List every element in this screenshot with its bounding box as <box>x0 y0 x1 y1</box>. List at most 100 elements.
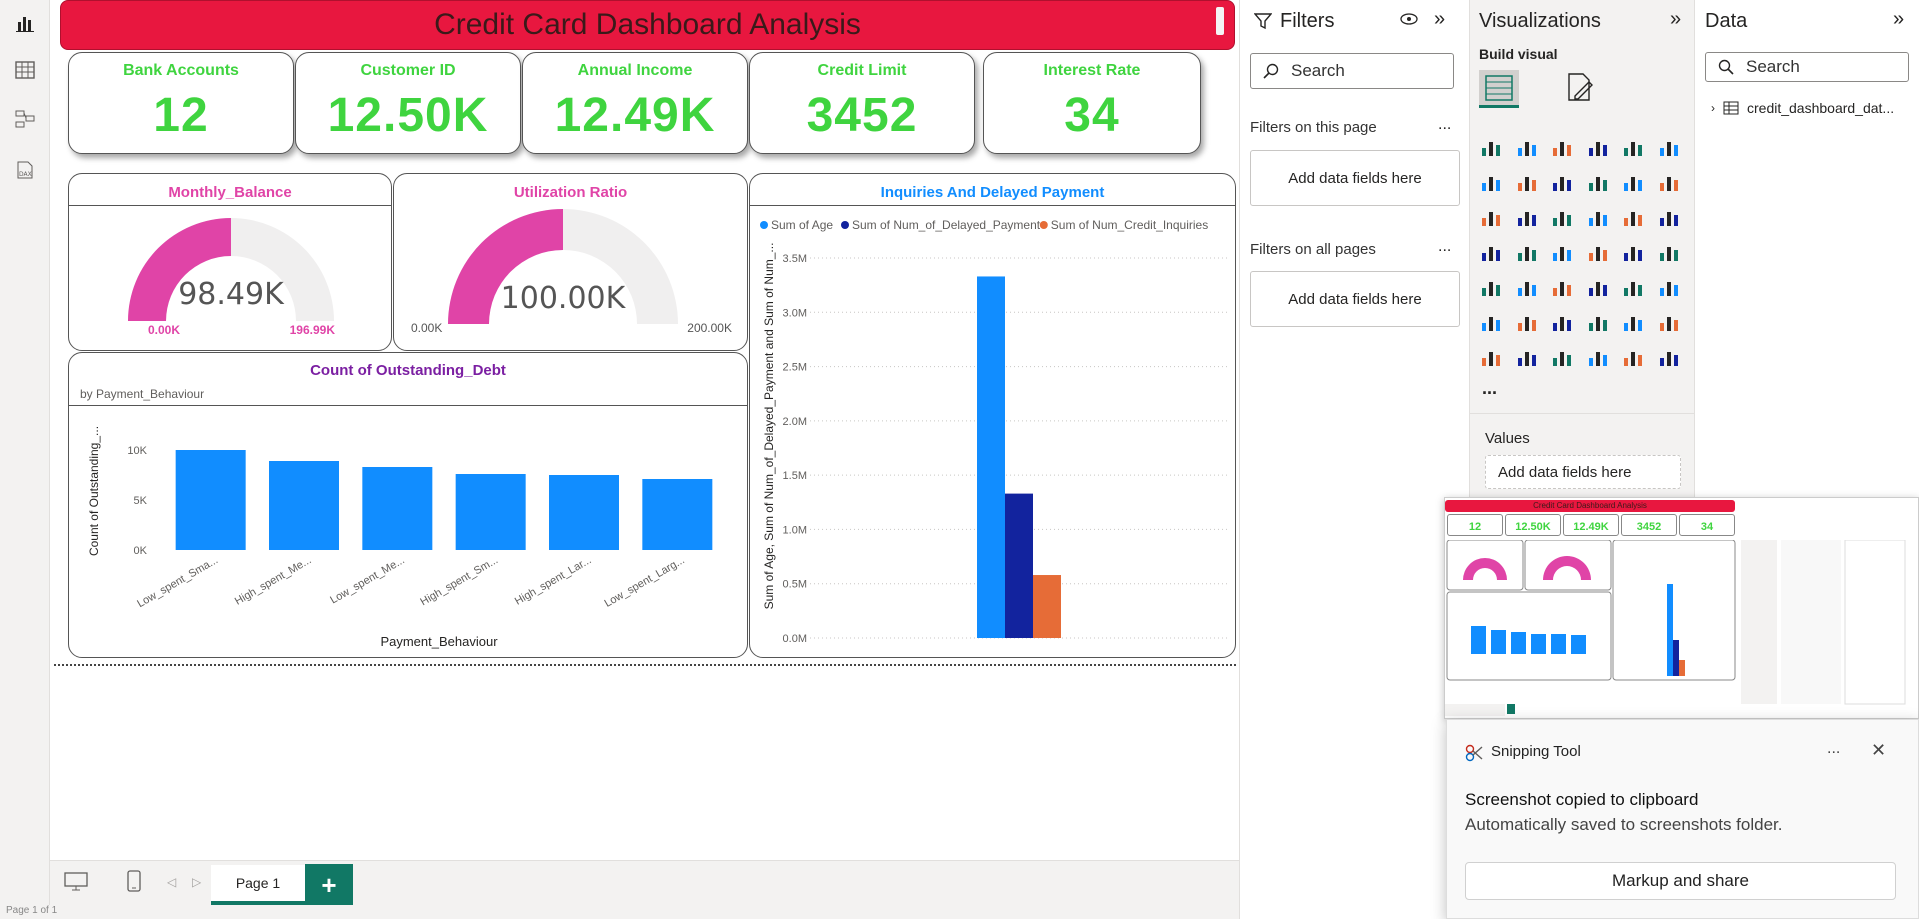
kpi-card-bank-accounts[interactable]: Bank Accounts 12 <box>68 52 294 154</box>
qa-icon[interactable] <box>1586 310 1610 334</box>
tab-page-1[interactable]: Page 1 <box>211 865 305 905</box>
table-icon[interactable] <box>1586 275 1610 299</box>
stacked-area-icon[interactable] <box>1550 170 1574 194</box>
stacked-bar-icon[interactable] <box>1479 135 1503 159</box>
decomposition-tree-icon[interactable] <box>1550 310 1574 334</box>
kpi-icon[interactable] <box>1515 275 1539 299</box>
model-view-icon[interactable] <box>10 104 40 134</box>
matrix-icon[interactable] <box>1621 275 1645 299</box>
clustered-bar-icon[interactable] <box>1550 135 1574 159</box>
power-apps-icon[interactable] <box>1515 345 1539 369</box>
column-bar[interactable] <box>1033 575 1061 638</box>
filters-all-dropzone[interactable]: Add data fields here <box>1250 271 1460 327</box>
scatter-icon[interactable] <box>1586 205 1610 229</box>
report-view-icon[interactable] <box>10 8 40 38</box>
build-visual-tab[interactable] <box>1479 70 1519 108</box>
smart-narrative-icon[interactable] <box>1621 310 1645 334</box>
snip-thumbnail[interactable]: Credit Card Dashboard Analysis 12 12.50K… <box>1444 497 1919 719</box>
collapse-data-icon[interactable]: » <box>1893 8 1905 30</box>
snip-more-icon[interactable]: ... <box>1827 740 1841 757</box>
donut-icon[interactable] <box>1657 205 1681 229</box>
column-combo-icon[interactable] <box>1515 205 1539 229</box>
metrics-icon[interactable] <box>1586 345 1610 369</box>
slicer-icon[interactable] <box>1550 275 1574 299</box>
more-options-icon[interactable]: ... <box>1438 116 1452 133</box>
legend-label: Sum of Num_Credit_Inquiries <box>1051 218 1208 232</box>
key-influencers-icon[interactable] <box>1515 310 1539 334</box>
bar[interactable] <box>642 479 713 550</box>
get-more-visuals-icon[interactable] <box>1621 345 1645 369</box>
table-view-icon[interactable] <box>10 55 40 85</box>
mobile-layout-icon[interactable] <box>127 870 141 897</box>
data-search-input[interactable]: Search <box>1705 52 1909 82</box>
legend-marker <box>760 221 768 229</box>
power-automate-icon[interactable] <box>1550 345 1574 369</box>
filled-map-icon[interactable] <box>1550 240 1574 264</box>
100-bar-icon[interactable] <box>1621 135 1645 159</box>
waterfall-icon[interactable] <box>1479 205 1503 229</box>
kpi-value: 12.50K <box>327 89 489 142</box>
gauge-panel-utilization-ratio[interactable]: Utilization Ratio 100.00K 0.00K 200.00K <box>393 173 748 351</box>
more-visuals-icon[interactable]: ... <box>1482 378 1498 398</box>
title-scrollbar[interactable] <box>1216 7 1224 35</box>
card-icon[interactable] <box>1657 240 1681 264</box>
map-icon[interactable] <box>1515 240 1539 264</box>
bar[interactable] <box>549 475 619 550</box>
x-tick-label: Low_spent_Me... <box>328 554 407 606</box>
paginated-report-icon[interactable] <box>1479 345 1503 369</box>
filters-search-input[interactable]: Search <box>1250 53 1454 89</box>
gauge-icon[interactable] <box>1621 240 1645 264</box>
panel-divider <box>69 405 747 406</box>
column-chart-panel-inquiries[interactable]: Inquiries And Delayed Payment Sum of Age… <box>749 173 1236 658</box>
format-visual-icon[interactable] <box>1565 72 1595 107</box>
kpi-card-interest-rate[interactable]: Interest Rate 34 <box>983 52 1201 154</box>
azure-map-icon[interactable] <box>1586 240 1610 264</box>
treemap-icon[interactable] <box>1479 240 1503 264</box>
funnel-icon[interactable] <box>1550 205 1574 229</box>
thumb-preview <box>1445 540 1906 716</box>
desktop-layout-icon[interactable] <box>64 872 88 897</box>
kpi-card-annual-income[interactable]: Annual Income 12.49K <box>522 52 748 154</box>
r-visual-icon[interactable] <box>1657 275 1681 299</box>
values-dropzone[interactable]: Add data fields here <box>1485 455 1681 489</box>
collapse-viz-icon[interactable]: » <box>1670 8 1682 30</box>
multirow-card-icon[interactable] <box>1479 275 1503 299</box>
ribbon-chart-icon[interactable] <box>1586 170 1610 194</box>
pie-icon[interactable] <box>1621 205 1645 229</box>
more-options-icon[interactable]: ... <box>1438 238 1452 255</box>
bar-chart-panel-outstanding-debt[interactable]: Count of Outstanding_Debt by Payment_Beh… <box>68 352 748 658</box>
prev-page-icon[interactable]: ◁ <box>167 875 177 889</box>
data-table-item[interactable]: › credit_dashboard_dat... <box>1711 100 1894 116</box>
filters-page-dropzone[interactable]: Add data fields here <box>1250 150 1460 206</box>
bar[interactable] <box>175 450 246 550</box>
collapse-filters-icon[interactable]: » <box>1434 8 1446 30</box>
close-icon[interactable]: ✕ <box>1871 740 1887 760</box>
100-column-icon[interactable] <box>1657 135 1681 159</box>
add-page-button[interactable]: + <box>305 864 353 906</box>
bar[interactable] <box>362 467 433 550</box>
bar[interactable] <box>269 461 339 550</box>
y-tick-label: 1.5M <box>783 470 807 482</box>
dax-query-icon[interactable]: DAX <box>10 155 40 185</box>
stacked-column-icon[interactable] <box>1515 135 1539 159</box>
clustered-column-icon[interactable] <box>1586 135 1610 159</box>
column-bar[interactable] <box>977 276 1005 638</box>
column-bar[interactable] <box>1005 493 1033 638</box>
python-visual-icon[interactable] <box>1479 310 1503 334</box>
line-column-icon[interactable] <box>1621 170 1645 194</box>
bar[interactable] <box>455 474 526 550</box>
thumb-kpi: 12.49K <box>1563 514 1619 536</box>
area-chart-icon[interactable] <box>1515 170 1539 194</box>
gauge-panel-monthly-balance[interactable]: Monthly_Balance 98.49K 0.00K 196.99K <box>68 173 392 351</box>
next-page-icon[interactable]: ▷ <box>192 875 202 889</box>
y-tick-label: 0.0M <box>783 633 807 645</box>
eye-icon[interactable] <box>1400 12 1418 31</box>
line-stacked-column-icon[interactable] <box>1657 170 1681 194</box>
line-chart-icon[interactable] <box>1479 170 1503 194</box>
markup-and-share-button[interactable]: Markup and share <box>1465 862 1896 900</box>
chevron-visual-icon[interactable] <box>1657 345 1681 369</box>
goals-icon[interactable] <box>1657 310 1681 334</box>
kpi-card-customer-id[interactable]: Customer ID 12.50K <box>295 52 521 154</box>
kpi-card-credit-limit[interactable]: Credit Limit 3452 <box>749 52 975 154</box>
filters-title: Filters <box>1280 10 1335 32</box>
